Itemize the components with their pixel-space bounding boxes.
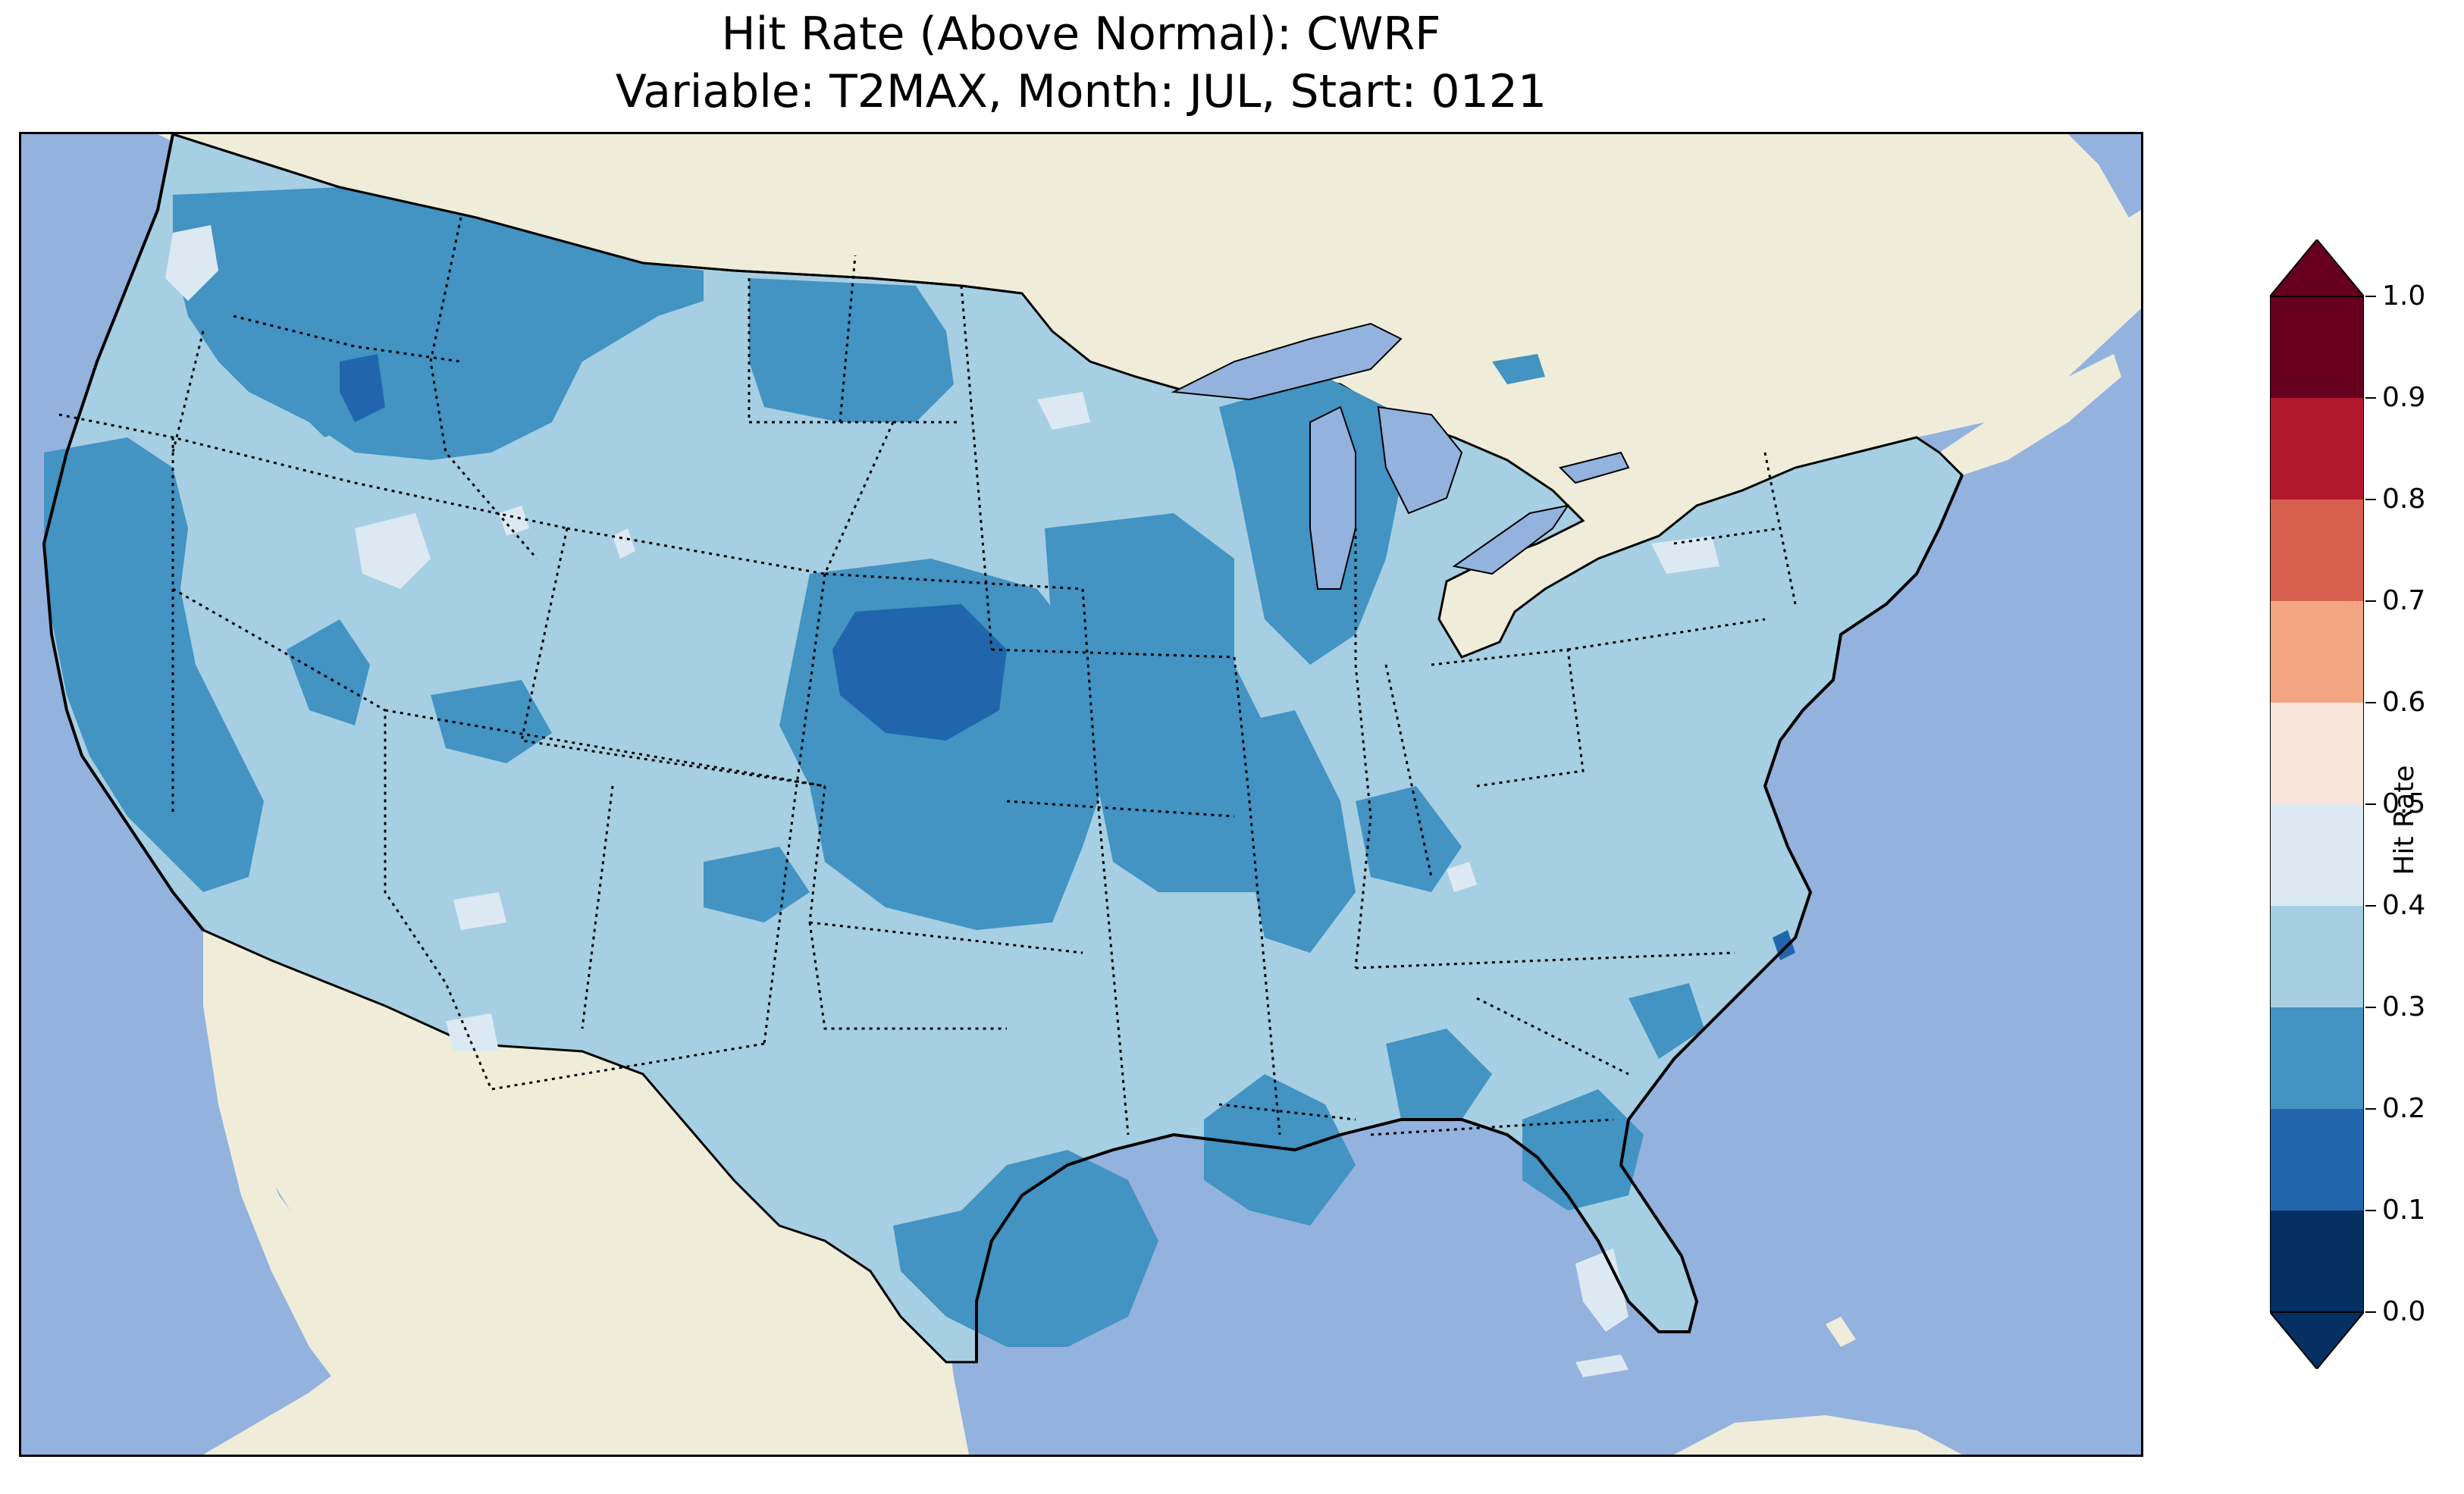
colorbar-tick-label: 0.8 [2382,484,2426,515]
colorbar-cell-0.1-0.2 [2270,1109,2364,1211]
bahamas-island [1826,1317,1856,1347]
us-canada-border [172,134,1023,295]
hit-rate-region-0.1-0.2 [340,354,1795,960]
colorbar-cell-0.2-0.3 [2270,1007,2364,1109]
map-canvas [21,134,2141,1455]
map-title-line2: Variable: T2MAX, Month: JUL, Start: 0121 [615,65,1547,118]
colorbar-extend-top [2270,240,2364,297]
mexico-land [203,930,969,1455]
lake-ontario [1559,451,1630,484]
colorbar-tick-label: 0.5 [2382,788,2426,819]
colorbar-tick-label: 0.6 [2382,687,2426,718]
lake-huron [1377,406,1463,515]
colorbar-cell-0.3-0.4 [2270,906,2364,1007]
nova-scotia-land [1939,354,2121,475]
state-borders [58,217,1797,1136]
colorbar-tick [2365,1007,2376,1008]
colorbar-tick-label: 0.2 [2382,1093,2426,1124]
colorbar-axis-label: Hit Rate [2389,765,2420,875]
colorbar-tick [2365,397,2376,399]
colorbar-tick-label: 0.9 [2382,382,2426,413]
colorbar-cell-0.6-0.7 [2270,601,2364,703]
lake-superior [1171,322,1403,401]
colorbar-tick [2365,1108,2376,1110]
colorbar-tick-label: 0.3 [2382,991,2426,1023]
canada-land [158,134,2141,657]
colorbar-cell-0.5-0.6 [2270,703,2364,804]
hit-rate-region-0.4-0.5 [165,225,1719,1377]
colorbar-tick [2365,1311,2376,1313]
colorbar-outline [2270,296,2364,1313]
colorbar-tick [2365,499,2376,500]
colorbar-cell-0.4-0.5 [2270,804,2364,906]
colorbar-tick [2365,803,2376,805]
map-panel [19,132,2143,1457]
lake-michigan [1309,406,1356,590]
colorbar-cell-0.0-0.1 [2270,1211,2364,1312]
colorbar-extend-bottom [2270,1311,2364,1369]
colorbar-cell-0.8-0.9 [2270,398,2364,500]
colorbar-tick-label: 0.0 [2382,1296,2426,1327]
colorbar-tick [2365,296,2376,297]
baja-california-land [203,930,415,1455]
colorbar-tick-label: 1.0 [2382,280,2426,312]
map-title-line1: Hit Rate (Above Normal): CWRF [721,8,1441,61]
lake-erie [1452,504,1570,575]
coastline [42,134,1964,1362]
colorbar-cell-0.9-1.0 [2270,296,2364,398]
colorbar-cell-0.7-0.8 [2270,500,2364,601]
colorbar-tick [2365,600,2376,602]
cuba-land [1674,1415,1962,1455]
colorbar-tick-label: 0.7 [2382,585,2426,616]
colorbar-tick [2365,702,2376,703]
colorbar-tick [2365,1210,2376,1211]
colorbar-tick-label: 0.4 [2382,890,2426,921]
colorbar [2270,240,2364,1369]
colorbar-tick [2365,905,2376,907]
great-lakes [1171,322,1630,590]
colorbar-tick-label: 0.1 [2382,1195,2426,1226]
